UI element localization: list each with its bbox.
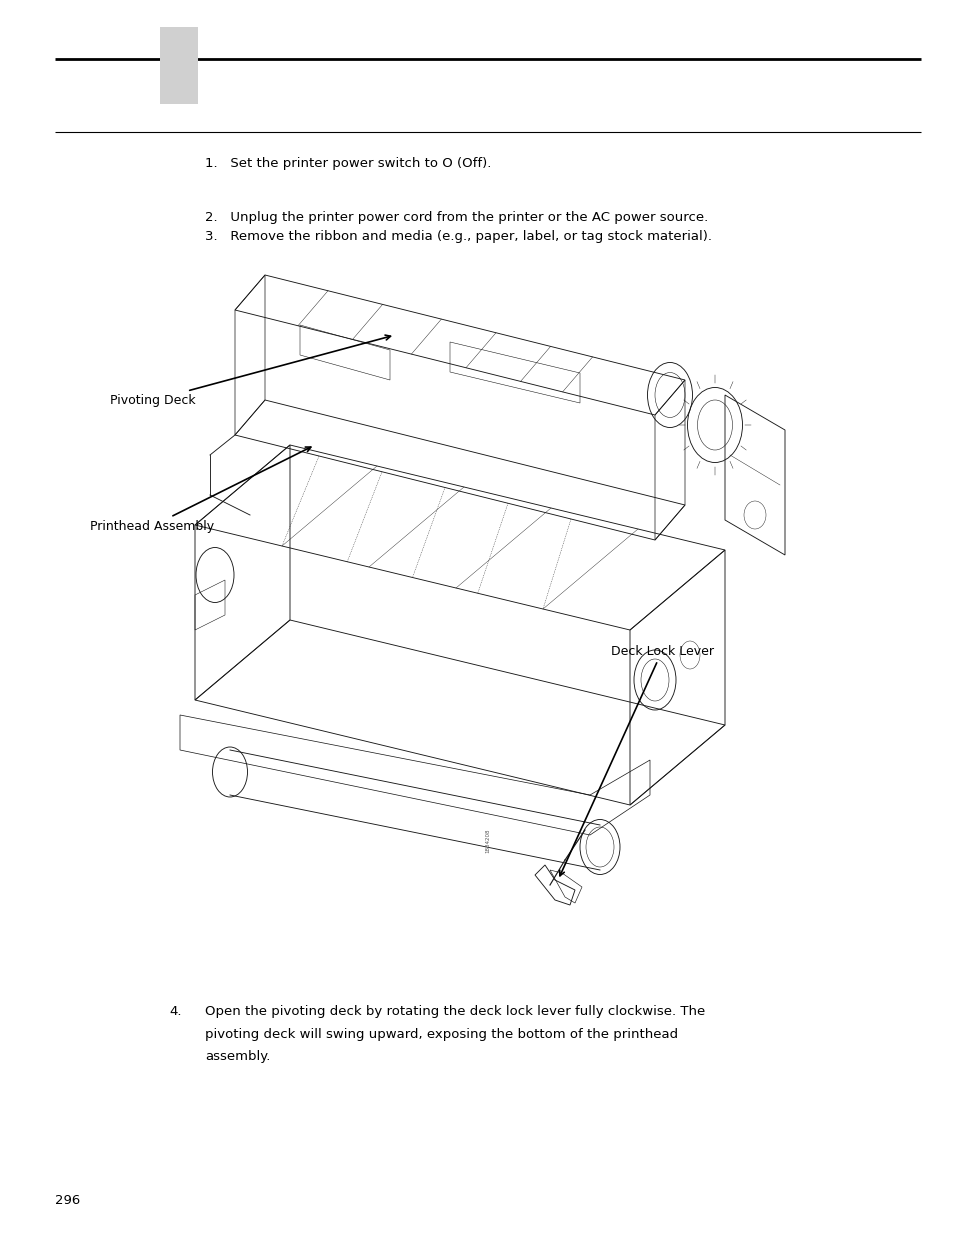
Text: 4.: 4. (170, 1005, 182, 1019)
Text: Pivoting Deck: Pivoting Deck (110, 335, 390, 406)
Text: 3.   Remove the ribbon and media (e.g., paper, label, or tag stock material).: 3. Remove the ribbon and media (e.g., pa… (205, 230, 711, 243)
Bar (160, 27, 198, 104)
Text: 2.   Unplug the printer power cord from the printer or the AC power source.: 2. Unplug the printer power cord from th… (205, 211, 708, 225)
Text: pivoting deck will swing upward, exposing the bottom of the printhead: pivoting deck will swing upward, exposin… (205, 1028, 678, 1041)
Text: 1834208: 1834208 (485, 829, 490, 853)
Text: 296: 296 (55, 1194, 80, 1207)
Text: Printhead Assembly: Printhead Assembly (90, 447, 311, 532)
Text: Deck Lock Lever: Deck Lock Lever (559, 645, 713, 876)
Text: Open the pivoting deck by rotating the deck lock lever fully clockwise. The: Open the pivoting deck by rotating the d… (205, 1005, 704, 1019)
Text: 1.   Set the printer power switch to O (Off).: 1. Set the printer power switch to O (Of… (205, 157, 491, 170)
Text: assembly.: assembly. (205, 1050, 271, 1063)
